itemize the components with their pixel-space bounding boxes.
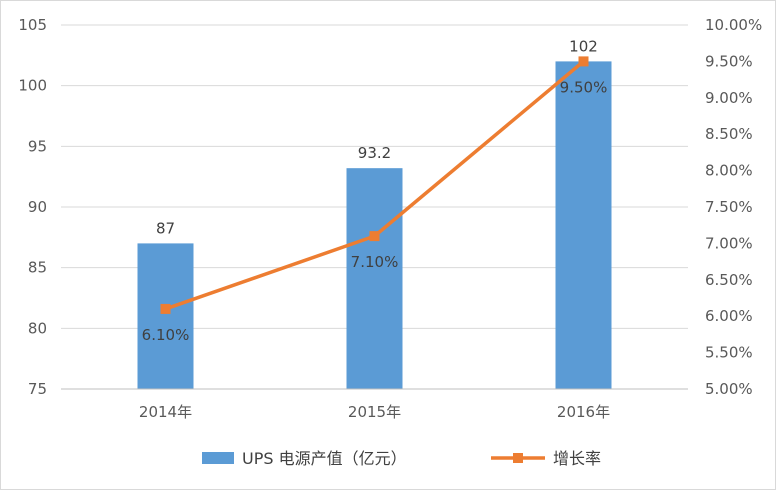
y-left-tick-label: 105 — [18, 16, 47, 34]
x-tick-label: 2015年 — [348, 403, 401, 421]
y-left-tick-label: 80 — [28, 319, 47, 337]
y-right-tick-label: 10.00% — [705, 16, 762, 34]
y-right-tick-label: 8.00% — [705, 162, 753, 180]
y-left-tick-label: 85 — [28, 259, 47, 277]
bar-series — [137, 61, 612, 390]
bar — [137, 243, 194, 389]
line-point — [578, 56, 589, 67]
y-right-tick-label: 9.50% — [705, 52, 753, 70]
axes: 75 80 85 90 95 100 105 5.00% 5.50% 6.00% 6.50% 7.00… — [18, 16, 762, 421]
y-right-tick-label: 6.00% — [705, 307, 753, 325]
y-right-tick-label: 7.00% — [705, 234, 753, 252]
y-left-tick-label: 75 — [28, 380, 47, 398]
line-data-label: 6.10% — [142, 326, 190, 344]
legend-bar-swatch — [202, 452, 234, 464]
bar-data-label: 93.2 — [358, 144, 391, 162]
line-data-label: 7.10% — [351, 253, 399, 271]
y-right-tick-label: 6.50% — [705, 271, 753, 289]
line-data-label: 9.50% — [560, 78, 608, 96]
y-right-tick-label: 7.50% — [705, 198, 753, 216]
line-point — [369, 231, 380, 242]
y-left-tick-label: 90 — [28, 198, 47, 216]
line-point — [160, 303, 171, 314]
y-left-tick-label: 95 — [28, 137, 47, 155]
y-left-tick-label: 100 — [18, 77, 47, 95]
data-labels: 87 93.2 102 6.10% 7.10% 9.50% — [142, 37, 608, 344]
legend-line-label: 增长率 — [553, 449, 601, 468]
bar-data-label: 87 — [156, 219, 175, 237]
y-right-tick-label: 5.50% — [705, 344, 753, 362]
legend: UPS 电源产值（亿元） 增长率 — [202, 449, 601, 468]
y-right-tick-label: 9.00% — [705, 89, 753, 107]
legend-bar-label: UPS 电源产值（亿元） — [242, 449, 407, 468]
x-tick-label: 2014年 — [139, 403, 192, 421]
bar-data-label: 102 — [569, 37, 598, 55]
x-tick-label: 2016年 — [557, 403, 610, 421]
bar — [346, 168, 403, 389]
bar — [555, 61, 612, 390]
line-series — [160, 56, 589, 314]
y-right-tick-label: 5.00% — [705, 380, 753, 398]
legend-line-marker — [513, 453, 523, 463]
y-right-tick-label: 8.50% — [705, 125, 753, 143]
